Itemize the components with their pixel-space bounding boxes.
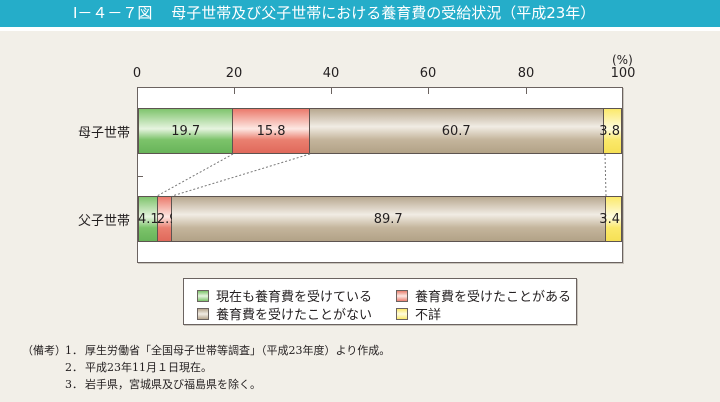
notes-section: （備考） 1． 厚生労働省「全国母子世帯等調査」（平成23年度）より作成。 2．…: [22, 342, 390, 393]
x-tick: [331, 88, 332, 94]
note-number: 2．: [65, 361, 83, 374]
bar-mother-households: 19.7 15.8 60.7 3.8: [138, 108, 622, 154]
note-text: 平成23年11月１日現在。: [85, 361, 212, 374]
x-tick-label: 0: [132, 66, 142, 81]
value-label: 89.7: [373, 211, 403, 227]
title-divider: [0, 27, 720, 31]
x-tick-label: 40: [322, 66, 340, 81]
segment-never-received: 60.7: [309, 108, 604, 154]
note-item: 2． 平成23年11月１日現在。: [22, 359, 390, 376]
legend-label: 不詳: [415, 308, 442, 323]
legend-swatch-brown: [197, 307, 209, 320]
note-item: （備考） 1． 厚生労働省「全国母子世帯等調査」（平成23年度）より作成。: [22, 342, 390, 359]
value-label: 60.7: [441, 123, 471, 139]
x-tick-label: 80: [517, 66, 535, 81]
chart-legend: 現在も養育費を受けている 養育費を受けたことがある 養育費を受けたことがない 不…: [183, 278, 577, 325]
axis-unit-label: (%): [612, 53, 633, 67]
bar-father-households: 4.1 2.9 89.7 3.4: [138, 196, 622, 242]
x-tick: [428, 88, 429, 94]
legend-label: 現在も養育費を受けている: [216, 290, 373, 305]
legend-item-receiving: 現在も養育費を受けている: [197, 286, 372, 305]
legend-label: 養育費を受けたことがない: [216, 308, 373, 323]
segment-receiving: 4.1: [138, 196, 159, 242]
value-label: 3.4: [599, 211, 620, 227]
value-label: 4.1: [138, 211, 159, 227]
note-text: 岩手県，宮城県及び福島県を除く。: [85, 378, 261, 391]
y-tick: [138, 176, 143, 177]
figure-title: 母子世帯及び父子世帯における養育費の受給状況（平成23年）: [171, 4, 596, 22]
row-label-father-households: 父子世帯: [78, 214, 131, 229]
legend-item-never-received: 養育費を受けたことがない: [197, 304, 372, 323]
row-label-mother-households: 母子世帯: [78, 126, 131, 141]
value-label: 19.7: [171, 123, 201, 139]
notes-prefix-spacer: [22, 359, 65, 376]
segment-received-before: 2.9: [157, 196, 178, 242]
segment-unknown: 3.4: [599, 196, 622, 242]
x-tick-label: 20: [225, 66, 243, 81]
legend-swatch-green: [197, 289, 209, 302]
x-tick: [234, 88, 235, 94]
x-tick-label: 60: [419, 66, 437, 81]
x-tick: [526, 88, 527, 94]
notes-prefix-spacer: [22, 376, 65, 393]
value-label: 3.8: [599, 123, 620, 139]
note-text: 厚生労働省「全国母子世帯等調査」（平成23年度）より作成。: [85, 344, 391, 357]
x-tick-label: 100: [610, 66, 636, 81]
legend-item-received-before: 養育費を受けたことがある: [396, 286, 571, 305]
legend-swatch-yellow: [396, 307, 408, 320]
legend-swatch-red: [396, 289, 408, 302]
segment-receiving: 19.7: [138, 108, 234, 154]
legend-label: 養育費を受けたことがある: [415, 290, 572, 305]
legend-item-unknown: 不詳: [396, 304, 441, 323]
figure-number: Ⅰ－４－７図: [73, 4, 153, 22]
note-item: 3． 岩手県，宮城県及び福島県を除く。: [22, 376, 390, 393]
figure-title-bar: Ⅰ－４－７図 母子世帯及び父子世帯における養育費の受給状況（平成23年）: [0, 0, 720, 27]
notes-prefix: （備考）: [22, 344, 66, 357]
segment-received-before: 15.8: [233, 108, 310, 154]
plot-area: 19.7 15.8 60.7 3.8 4.1 2.9 89.7 3.4: [137, 87, 623, 263]
value-label: 15.8: [256, 123, 286, 139]
note-number: 1．: [65, 344, 83, 357]
note-number: 3．: [65, 378, 83, 391]
segment-unknown: 3.8: [599, 108, 622, 154]
segment-never-received: 89.7: [171, 196, 606, 242]
